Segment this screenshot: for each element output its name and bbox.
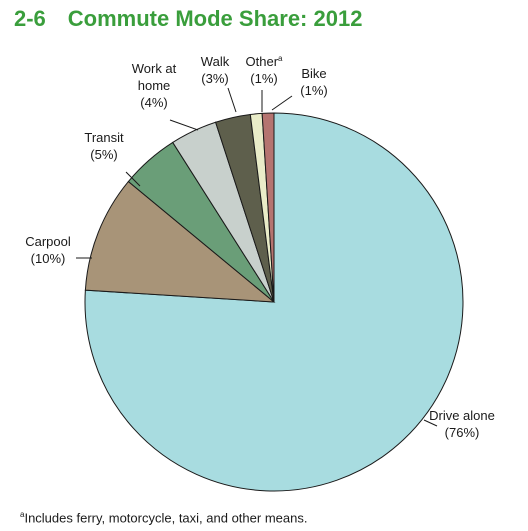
leader-line <box>271 95 293 111</box>
pie-slices <box>84 112 464 492</box>
pie-chart: Drive alone (76%)Carpool (10%)Transit (5%)W… <box>25 54 495 492</box>
leader-lines <box>76 87 438 427</box>
leader-line <box>125 171 141 187</box>
chart-title: 2-6 Commute Mode Share: 2012 <box>14 6 362 32</box>
slice-labels: Drive alone (76%)Carpool (10%)Transit (5%)W… <box>25 54 495 440</box>
pie-slice-bike <box>261 112 275 303</box>
slice-label: Bike (1%) <box>300 66 327 98</box>
slice-label: Walk (3%) <box>201 54 230 86</box>
leader-line <box>227 87 237 113</box>
figure-number: 2-6 <box>14 6 46 31</box>
slice-label: Othera (1%) <box>246 54 284 86</box>
footnote: aIncludes ferry, motorcycle, taxi, and o… <box>20 510 307 525</box>
slice-label: Carpool (10%) <box>25 234 71 266</box>
slice-label: Transit (5%) <box>84 130 124 162</box>
footnote-marker: a <box>20 510 25 519</box>
pie-slice-carpool <box>84 180 276 303</box>
footnote-text: Includes ferry, motorcycle, taxi, and ot… <box>24 510 308 526</box>
slice-label: Drive alone (76%) <box>429 408 495 440</box>
title-text: Commute Mode Share: 2012 <box>67 6 363 31</box>
leader-line <box>169 119 199 131</box>
slice-label: Work at home (4%) <box>132 61 177 110</box>
leader-line <box>423 419 438 427</box>
